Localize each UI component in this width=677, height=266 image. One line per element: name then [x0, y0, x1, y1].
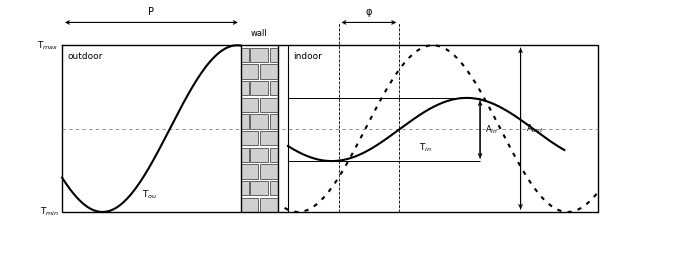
- Bar: [241, 98, 259, 112]
- Bar: [250, 181, 268, 195]
- Bar: [241, 131, 259, 145]
- Bar: [241, 114, 249, 129]
- Bar: [260, 131, 278, 145]
- Bar: [260, 98, 278, 112]
- Text: T$_{ou}$: T$_{ou}$: [142, 189, 157, 201]
- Bar: [269, 81, 278, 95]
- Text: outdoor: outdoor: [68, 52, 103, 61]
- Bar: [241, 164, 259, 179]
- Bar: [241, 81, 249, 95]
- Bar: [241, 48, 249, 62]
- Bar: [241, 181, 249, 195]
- Bar: [269, 48, 278, 62]
- Text: wall: wall: [251, 29, 267, 38]
- Bar: [269, 181, 278, 195]
- Bar: [269, 148, 278, 162]
- Bar: [250, 48, 268, 62]
- Text: T$_{in}$: T$_{in}$: [420, 142, 433, 154]
- Text: indoor: indoor: [293, 52, 322, 61]
- Text: P: P: [148, 7, 154, 17]
- Bar: [260, 64, 278, 78]
- Text: A$_{out}$: A$_{out}$: [526, 122, 544, 135]
- Text: T$_{max}$: T$_{max}$: [37, 39, 59, 52]
- Bar: [250, 114, 268, 129]
- Bar: [241, 198, 259, 212]
- Bar: [260, 198, 278, 212]
- Bar: [269, 114, 278, 129]
- Bar: [241, 64, 259, 78]
- Text: A$_{in}$: A$_{in}$: [485, 123, 498, 136]
- Text: T$_{min}$: T$_{min}$: [39, 206, 59, 218]
- Bar: [241, 148, 249, 162]
- Text: φ: φ: [366, 7, 372, 17]
- Bar: [250, 148, 268, 162]
- Bar: [250, 81, 268, 95]
- Bar: [260, 164, 278, 179]
